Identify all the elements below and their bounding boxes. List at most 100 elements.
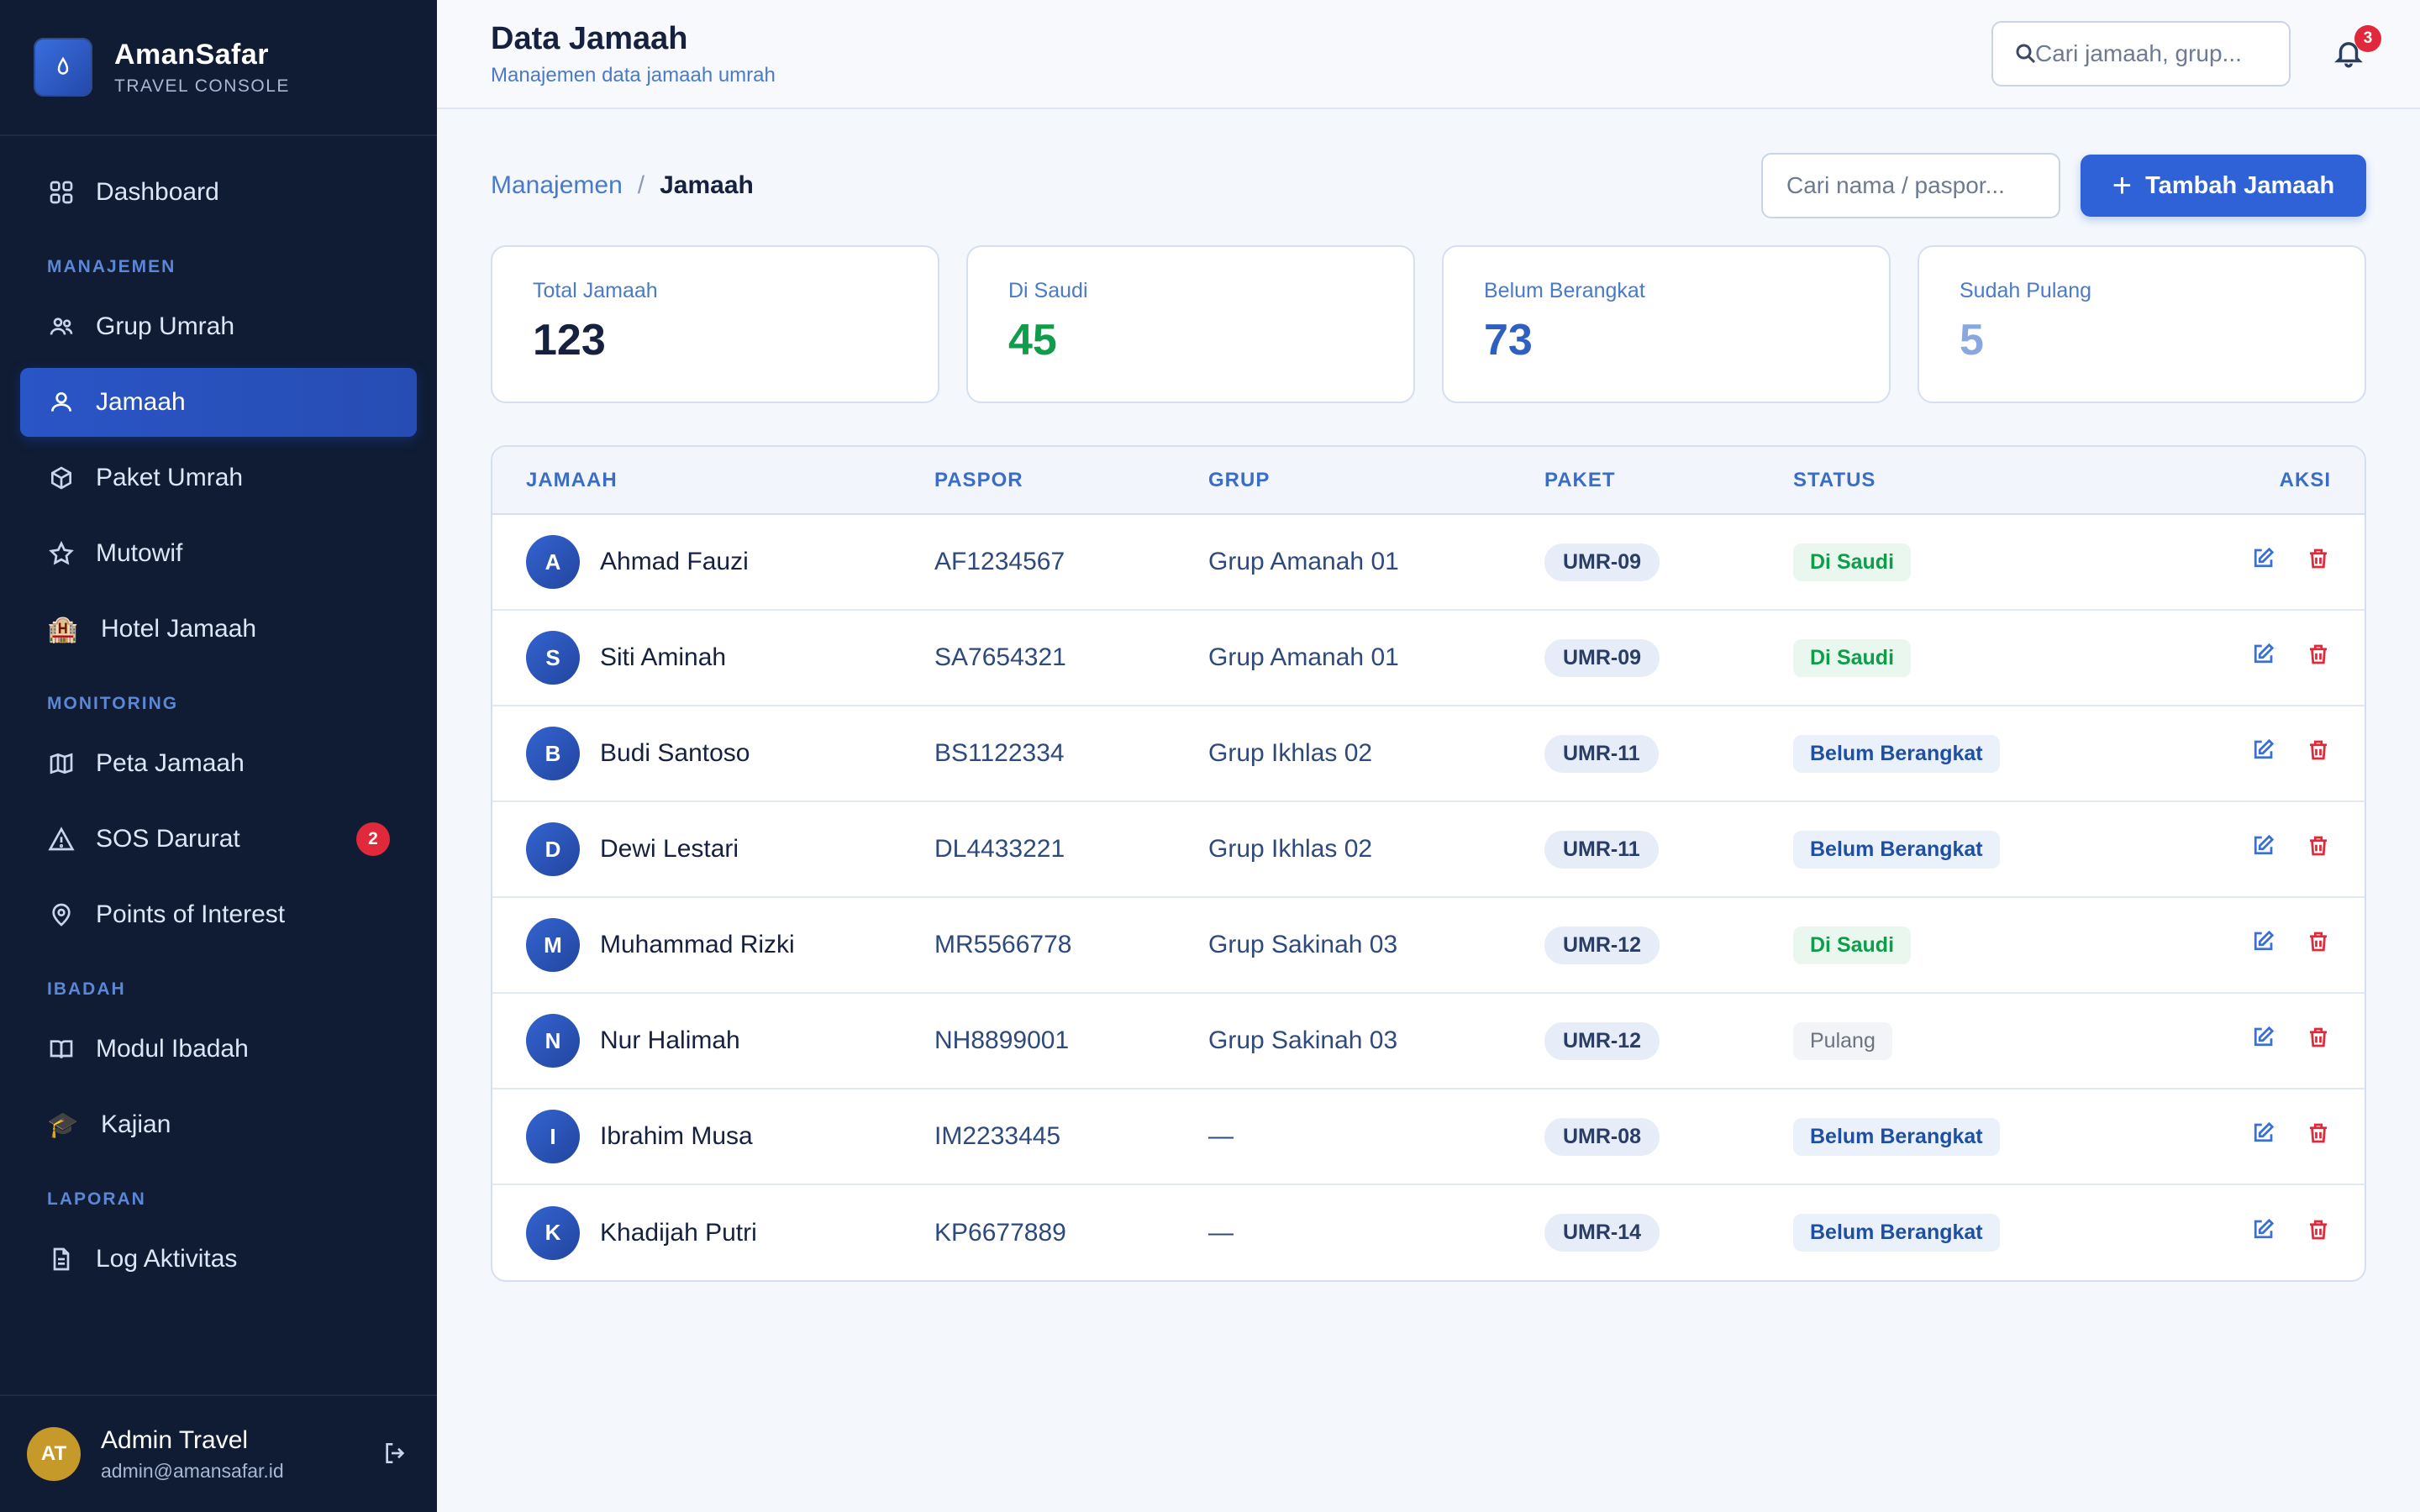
status-badge: Pulang <box>1793 1021 1892 1060</box>
sidebar-item-points-of-interest[interactable]: Points of Interest <box>20 880 417 949</box>
brand[interactable]: AmanSafar TRAVEL CONSOLE <box>0 0 437 136</box>
avatar: K <box>526 1205 580 1260</box>
row-actions <box>2250 642 2331 667</box>
table-row[interactable]: B Budi Santoso BS1122334 Grup Ikhlas 02 UMR-… <box>492 706 2365 802</box>
paket-badge: UMR-12 <box>1544 926 1660 964</box>
edit-icon[interactable] <box>2250 833 2275 858</box>
cell-aksi <box>2163 610 2365 706</box>
edit-icon[interactable] <box>2250 1025 2275 1050</box>
cell-status: Di Saudi <box>1793 610 2163 706</box>
user-profile[interactable]: AT Admin Travel admin@amansafar.id <box>0 1394 437 1512</box>
jamaah-name-cell: S Siti Aminah <box>526 631 934 685</box>
sidebar-section-title: MANAJEMEN <box>47 257 176 276</box>
edit-icon[interactable] <box>2250 929 2275 954</box>
edit-icon[interactable] <box>2250 546 2275 571</box>
column-header-aksi: AKSI <box>2163 447 2365 515</box>
stat-card-total-jamaah: Total Jamaah 123 <box>491 245 939 403</box>
content: Manajemen / Jamaah + Tambah Jamaah Total… <box>437 109 2420 1282</box>
sidebar-section-title: IBADAH <box>47 979 126 999</box>
trash-icon[interactable] <box>2306 738 2331 763</box>
notification-button[interactable]: 3 <box>2333 25 2381 72</box>
edit-icon[interactable] <box>2250 642 2275 667</box>
paket-badge: UMR-09 <box>1544 638 1660 677</box>
sidebar-item-dashboard[interactable]: Dashboard <box>20 158 417 227</box>
trash-icon[interactable] <box>2306 1025 2331 1050</box>
table-row[interactable]: A Ahmad Fauzi AF1234567 Grup Amanah 01 UMR-0… <box>492 514 2365 611</box>
column-header-grup[interactable]: GRUP <box>1208 447 1544 515</box>
cell-grup: — <box>1208 1089 1544 1185</box>
trash-icon[interactable] <box>2306 546 2331 571</box>
cell-paket: UMR-12 <box>1544 897 1793 994</box>
sidebar-item-sos-darurat[interactable]: SOS Darurat 2 <box>20 805 417 874</box>
jamaah-search-input[interactable] <box>1786 172 2035 199</box>
users-icon <box>47 312 76 341</box>
add-jamaah-button[interactable]: + Tambah Jamaah <box>2081 155 2366 217</box>
column-header-status[interactable]: STATUS <box>1793 447 2163 515</box>
breadcrumb-parent[interactable]: Manajemen <box>491 171 623 199</box>
sidebar-nav: Dashboard MANAJEMEN Grup Umrah Jamaah Paket… <box>0 136 437 1294</box>
drop-logo-icon <box>34 38 92 97</box>
logout-icon[interactable] <box>381 1440 410 1468</box>
edit-icon[interactable] <box>2250 1217 2275 1242</box>
table-row[interactable]: D Dewi Lestari DL4433221 Grup Ikhlas 02 UMR-… <box>492 801 2365 898</box>
sidebar-item-label: Mutowif <box>96 539 183 567</box>
jamaah-table-card: JAMAAH PASPOR GRUP PAKET STATUS AKSI A Ah… <box>491 445 2366 1282</box>
column-header-paket[interactable]: PAKET <box>1544 447 1793 515</box>
paket-badge: UMR-11 <box>1544 734 1659 773</box>
cell-paspor: IM2233445 <box>934 1089 1208 1185</box>
table-row[interactable]: N Nur Halimah NH8899001 Grup Sakinah 03 UMR-… <box>492 993 2365 1089</box>
jamaah-name-cell: M Muhammad Rizki <box>526 918 934 972</box>
sidebar-item-kajian[interactable]: 🎓 Kajian <box>20 1090 417 1159</box>
row-actions <box>2250 546 2331 571</box>
trash-icon[interactable] <box>2306 642 2331 667</box>
cell-paket: UMR-11 <box>1544 706 1793 802</box>
stat-label: Belum Berangkat <box>1484 279 1645 302</box>
bell-icon <box>2333 42 2365 72</box>
edit-icon[interactable] <box>2250 1121 2275 1146</box>
cell-aksi <box>2163 1184 2365 1280</box>
global-search[interactable] <box>1991 21 2291 87</box>
jamaah-search[interactable] <box>1761 153 2060 218</box>
sidebar-item-hotel-jamaah[interactable]: 🏨 Hotel Jamaah <box>20 595 417 664</box>
trash-icon[interactable] <box>2306 1121 2331 1146</box>
jamaah-name-cell: B Budi Santoso <box>526 727 934 780</box>
cell-paspor: SA7654321 <box>934 610 1208 706</box>
cell-grup: — <box>1208 1218 1234 1247</box>
sidebar-item-paket-umrah[interactable]: Paket Umrah <box>20 444 417 512</box>
jamaah-name: Siti Aminah <box>600 643 727 671</box>
column-header-jamaah[interactable]: JAMAAH <box>492 447 934 515</box>
sidebar-item-mutowif[interactable]: Mutowif <box>20 519 417 588</box>
cell-paspor: MR5566778 <box>934 897 1208 994</box>
table-row[interactable]: K Khadijah Putri KP6677889 — UMR-14 Belum Ber… <box>492 1184 2365 1280</box>
cell-status: Belum Berangkat <box>1793 801 2163 898</box>
column-header-paspor[interactable]: PASPOR <box>934 447 1208 515</box>
sidebar-item-log-aktivitas[interactable]: Log Aktivitas <box>20 1225 417 1294</box>
edit-icon[interactable] <box>2250 738 2275 763</box>
cell-grup: Grup Sakinah 03 <box>1208 897 1544 994</box>
stat-card-belum-berangkat: Belum Berangkat 73 <box>1442 245 1891 403</box>
sidebar-item-peta-jamaah[interactable]: Peta Jamaah <box>20 729 417 798</box>
trash-icon[interactable] <box>2306 833 2331 858</box>
table-row[interactable]: I Ibrahim Musa IM2233445— UMR-08 Belum Beran… <box>492 1089 2365 1185</box>
table-row[interactable]: S Siti Aminah SA7654321 Grup Amanah 01 UMR-0… <box>492 610 2365 706</box>
cell-grup: Grup Amanah 01 <box>1208 610 1544 706</box>
jamaah-name: Dewi Lestari <box>600 835 739 863</box>
toolbar: Manajemen / Jamaah + Tambah Jamaah <box>491 109 2366 240</box>
trash-icon[interactable] <box>2306 929 2331 954</box>
sidebar-item-label: Dashboard <box>96 178 219 206</box>
global-search-input[interactable] <box>2015 40 2267 67</box>
sidebar-item-grup-umrah[interactable]: Grup Umrah <box>20 292 417 361</box>
breadcrumb-current: Jamaah <box>660 171 754 199</box>
sidebar-item-label: Log Aktivitas <box>96 1245 238 1273</box>
sidebar-item-modul-ibadah[interactable]: Modul Ibadah <box>20 1015 417 1084</box>
user-icon <box>47 388 76 417</box>
trash-icon[interactable] <box>2306 1217 2331 1242</box>
page-title: Data Jamaah <box>491 20 688 56</box>
paket-badge: UMR-12 <box>1544 1021 1660 1060</box>
cell-paket: UMR-12 <box>1544 993 1793 1089</box>
table-row[interactable]: M Muhammad Rizki MR5566778 Grup Sakinah 03 U… <box>492 897 2365 994</box>
sidebar-item-jamaah[interactable]: Jamaah <box>20 368 417 437</box>
jamaah-name: Budi Santoso <box>600 739 750 767</box>
cell-paspor: AF1234567 <box>934 514 1208 611</box>
stat-card-di-saudi: Di Saudi 45 <box>966 245 1415 403</box>
